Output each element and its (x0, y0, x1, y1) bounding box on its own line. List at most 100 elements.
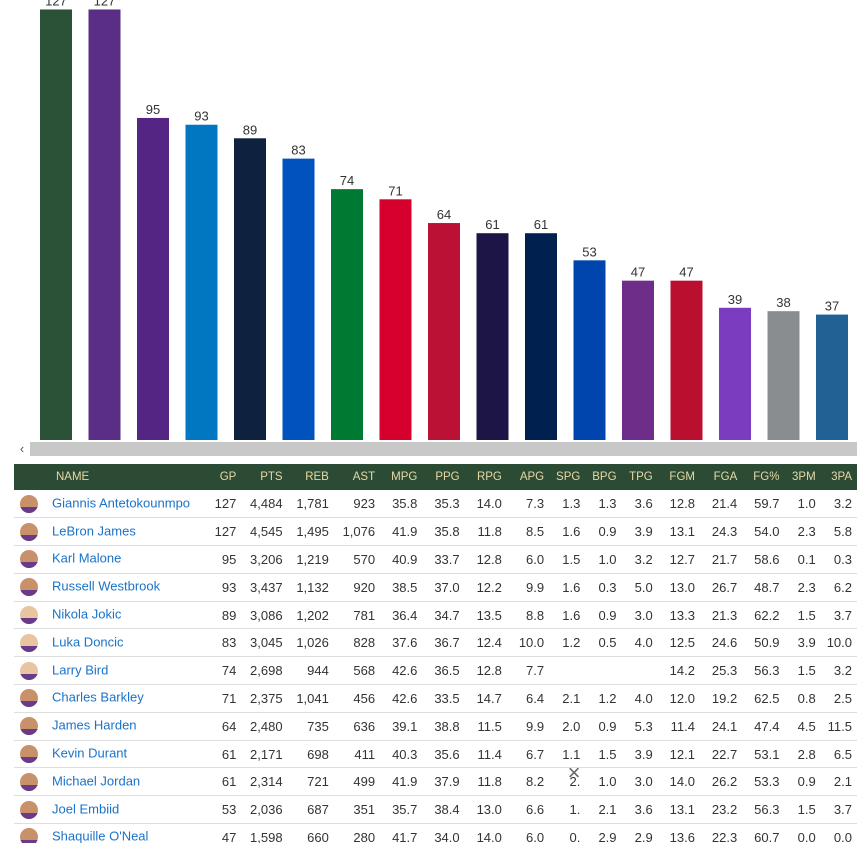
player-link[interactable]: Michael Jordan (52, 773, 141, 789)
player-avatar (20, 522, 38, 541)
stat-cell: 12.8 (476, 551, 502, 567)
column-header[interactable]: MPG (391, 471, 418, 483)
stat-cell: 62.2 (754, 607, 780, 623)
close-icon[interactable]: × (567, 760, 581, 785)
bar[interactable] (816, 314, 848, 440)
stat-cell: 3.6 (634, 802, 653, 818)
stat-cell: 24.6 (711, 635, 738, 651)
bar[interactable] (428, 223, 460, 440)
stat-cell: 1,495 (296, 524, 329, 540)
bar-value-label: 95 (146, 102, 160, 117)
bar[interactable] (622, 280, 654, 440)
column-header[interactable]: FGM (669, 471, 695, 483)
column-header[interactable]: SPG (556, 471, 581, 483)
stat-cell: 34.0 (434, 829, 460, 843)
stat-cell: 1. (569, 802, 581, 818)
stat-cell: 39.1 (392, 718, 418, 734)
stat-cell: 33.5 (434, 690, 460, 706)
stat-cell: 2. (569, 774, 581, 790)
bar[interactable] (185, 124, 218, 440)
stat-cell: 11.5 (477, 718, 502, 734)
stat-cell: 1.0 (598, 774, 617, 790)
stat-cell: 3.9 (797, 635, 816, 651)
stat-cell: 12.1 (669, 746, 695, 762)
player-avatar (20, 689, 38, 708)
stat-cell: 2,375 (250, 690, 283, 706)
stat-cell: 2,314 (250, 774, 283, 790)
stats-table: NAME GP PTS REB AST MPG PPG RPG APG SPG BPG TPG FGM F… (14, 464, 857, 843)
stat-cell: 4,484 (250, 496, 283, 512)
column-header[interactable]: REB (305, 471, 329, 483)
column-header[interactable]: FGA (713, 471, 738, 483)
stat-cell (622, 657, 658, 685)
stat-cell: 14.7 (476, 690, 502, 706)
bar[interactable] (719, 307, 751, 440)
stat-cell: 10.0 (518, 635, 545, 651)
stat-cell: 11.4 (477, 746, 502, 762)
scroll-left-icon[interactable]: ‹ (14, 442, 30, 456)
bar[interactable] (525, 233, 557, 440)
player-link[interactable]: LeBron James (52, 523, 136, 539)
bar[interactable] (379, 199, 412, 440)
column-header[interactable]: RPG (476, 471, 502, 483)
player-link[interactable]: Joel Embiid (52, 801, 120, 817)
stat-cell: 12.8 (476, 663, 502, 679)
bar[interactable] (282, 158, 315, 440)
stat-cell: 3,437 (250, 579, 283, 595)
stat-cell: 40.3 (392, 746, 418, 762)
stat-cell: 1.3 (598, 496, 617, 512)
player-link[interactable]: Kevin Durant (52, 745, 128, 761)
column-header[interactable]: APG (519, 471, 545, 483)
stat-cell: 2.1 (598, 802, 617, 818)
bar[interactable] (767, 311, 800, 440)
stat-cell: 0.9 (797, 774, 816, 790)
stat-cell: 26.7 (711, 579, 738, 595)
player-link[interactable]: Nikola Jokic (52, 606, 122, 622)
column-header[interactable]: 3PA (831, 471, 852, 483)
stat-cell: 2.8 (797, 746, 816, 762)
player-name-cell: Giannis Antetokounmpo (14, 490, 205, 518)
column-header[interactable]: AST (352, 471, 376, 483)
stat-cell: 8.5 (526, 524, 545, 540)
player-link[interactable]: Charles Barkley (52, 689, 144, 705)
bar[interactable] (476, 233, 509, 440)
column-header[interactable]: GP (219, 471, 237, 483)
column-header[interactable]: NAME (56, 471, 90, 483)
column-header[interactable]: BPG (592, 471, 617, 483)
column-header[interactable]: PPG (435, 471, 460, 483)
bar[interactable] (331, 189, 363, 440)
stat-cell: 59.7 (754, 496, 780, 512)
table-row: Charles Barkley 71 2,375 1,041 456 42.6 33.5 14… (14, 685, 857, 713)
column-header[interactable]: 3PM (792, 471, 816, 483)
player-link[interactable]: Giannis Antetokounmpo (52, 495, 191, 511)
stat-cell: 9.9 (526, 718, 545, 734)
player-link[interactable]: Karl Malone (52, 550, 122, 566)
stat-cell: 687 (307, 802, 329, 818)
bar[interactable] (234, 138, 266, 441)
column-header[interactable]: FG% (753, 471, 780, 483)
stat-cell (549, 657, 585, 685)
stat-cell: 33.7 (434, 551, 460, 567)
column-header[interactable]: TPG (629, 471, 653, 483)
chart-scrollbar[interactable]: ‹ (14, 442, 857, 456)
bar[interactable] (573, 260, 606, 440)
stat-cell: 1,219 (296, 551, 329, 567)
bar[interactable] (88, 9, 121, 440)
stat-cell: 0.9 (598, 524, 617, 540)
bar[interactable] (137, 117, 169, 440)
player-link[interactable]: Luka Doncic (52, 634, 124, 650)
stat-cell: 0. (569, 829, 581, 843)
player-link[interactable]: Russell Westbrook (52, 578, 161, 594)
bar[interactable] (40, 9, 72, 440)
stat-cell: 26.2 (711, 774, 738, 790)
player-link[interactable]: James Harden (52, 717, 137, 733)
player-avatar (20, 606, 38, 625)
bar-value-label: 37 (825, 299, 839, 314)
player-link[interactable]: Larry Bird (52, 662, 109, 678)
bar-chart: 127 127 95 93 89 83 74 71 64 61 61 53 47 47 39 38 37 (40, 0, 848, 441)
bar[interactable] (670, 280, 703, 440)
player-link[interactable]: Shaquille O'Neal (52, 828, 149, 843)
column-header[interactable]: PTS (260, 471, 283, 483)
bar-value-label: 83 (291, 143, 305, 158)
stat-cell: 56.3 (754, 802, 780, 818)
